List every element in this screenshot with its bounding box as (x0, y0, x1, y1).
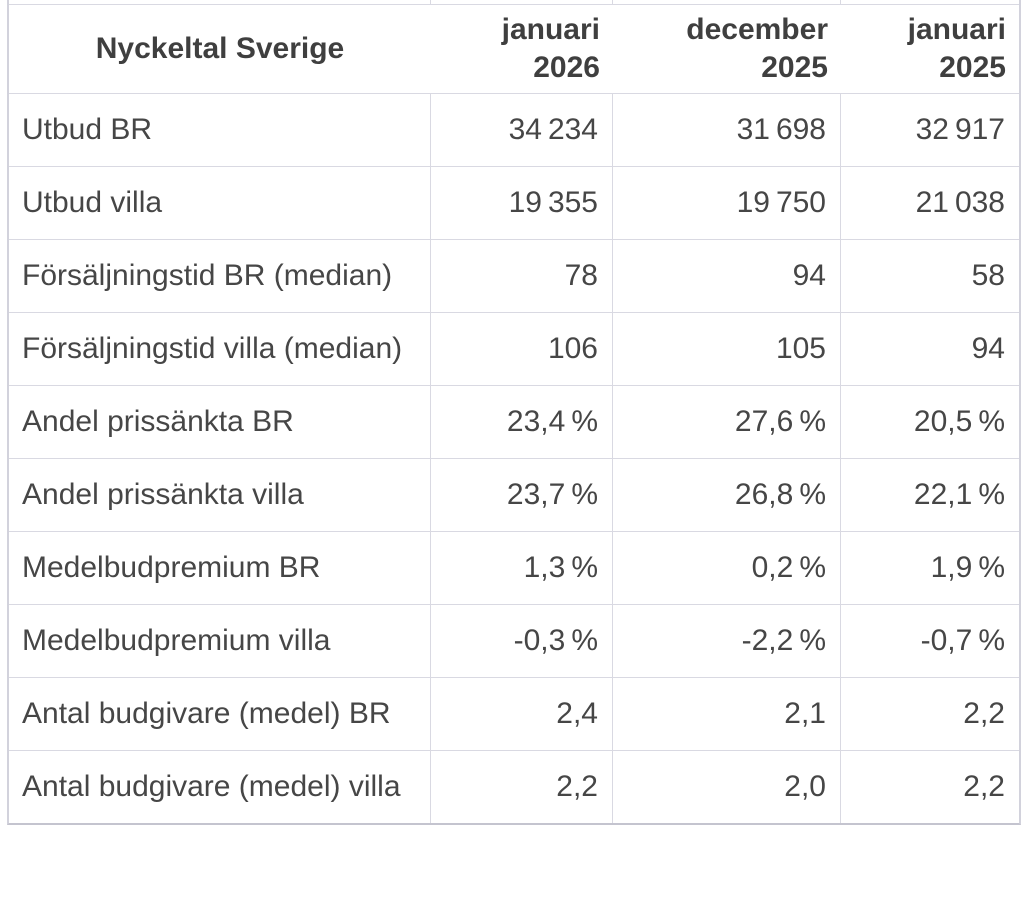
table-title: Nyckeltal Sverige (9, 5, 431, 94)
metric-value: 32 917 (841, 94, 1019, 167)
metric-value: 105 (613, 313, 841, 386)
table-row: Utbud villa 19 355 19 750 21 038 (9, 167, 1019, 240)
column-header-month: januari (907, 13, 1006, 46)
row-label: Antal budgivare (medel) BR (9, 678, 431, 751)
metric-value: 0,2 % (613, 532, 841, 605)
table-row: Antal budgivare (medel) villa 2,2 2,0 2,… (9, 751, 1019, 823)
metric-value: 20,5 % (841, 386, 1019, 459)
cropped-cell (613, 0, 841, 5)
metric-value: 19 750 (613, 167, 841, 240)
row-label: Försäljningstid villa (median) (9, 313, 431, 386)
column-header-month: december (686, 13, 828, 46)
column-header-year: 2025 (939, 51, 1006, 84)
metric-value: 106 (431, 313, 613, 386)
metric-value: 2,0 (613, 751, 841, 823)
cropped-cell (9, 0, 431, 5)
cropped-cell (841, 0, 1019, 5)
table-row: Försäljningstid villa (median) 106 105 9… (9, 313, 1019, 386)
metric-value: 19 355 (431, 167, 613, 240)
metric-value: 22,1 % (841, 459, 1019, 532)
metric-value: 94 (841, 313, 1019, 386)
metric-value: 27,6 % (613, 386, 841, 459)
metric-value: 26,8 % (613, 459, 841, 532)
row-label: Utbud villa (9, 167, 431, 240)
metric-value: 23,4 % (431, 386, 613, 459)
row-label: Medelbudpremium villa (9, 605, 431, 678)
table-row: Antal budgivare (medel) BR 2,4 2,1 2,2 (9, 678, 1019, 751)
metric-value: 23,7 % (431, 459, 613, 532)
row-label: Andel prissänkta villa (9, 459, 431, 532)
cropped-previous-row (9, 0, 1019, 5)
table-row: Medelbudpremium villa -0,3 % -2,2 % -0,7… (9, 605, 1019, 678)
column-header-december-2025: december 2025 (613, 5, 841, 94)
table-row: Utbud BR 34 234 31 698 32 917 (9, 94, 1019, 167)
metric-value: 2,1 (613, 678, 841, 751)
column-header-month: januari (501, 13, 600, 46)
metric-value: 78 (431, 240, 613, 313)
row-label: Utbud BR (9, 94, 431, 167)
row-label: Medelbudpremium BR (9, 532, 431, 605)
metric-value: 21 038 (841, 167, 1019, 240)
table-row: Andel prissänkta villa 23,7 % 26,8 % 22,… (9, 459, 1019, 532)
column-header-year: 2025 (761, 51, 828, 84)
column-header-januari-2026: januari 2026 (431, 5, 613, 94)
metric-value: 1,9 % (841, 532, 1019, 605)
header-row: Nyckeltal Sverige januari 2026 december … (9, 5, 1019, 94)
table-row: Försäljningstid BR (median) 78 94 58 (9, 240, 1019, 313)
metric-value: 2,2 (431, 751, 613, 823)
table-row: Andel prissänkta BR 23,4 % 27,6 % 20,5 % (9, 386, 1019, 459)
metric-value: 2,4 (431, 678, 613, 751)
table-row: Medelbudpremium BR 1,3 % 0,2 % 1,9 % (9, 532, 1019, 605)
metric-value: 31 698 (613, 94, 841, 167)
cropped-cell (431, 0, 613, 5)
row-label: Andel prissänkta BR (9, 386, 431, 459)
metric-value: -0,7 % (841, 605, 1019, 678)
metric-value: 34 234 (431, 94, 613, 167)
column-header-januari-2025: januari 2025 (841, 5, 1019, 94)
metric-value: 1,3 % (431, 532, 613, 605)
metric-value: 94 (613, 240, 841, 313)
metric-value: 2,2 (841, 678, 1019, 751)
metric-value: 2,2 (963, 770, 1005, 803)
row-label: Antal budgivare (medel) villa (9, 751, 431, 823)
row-label: Försäljningstid BR (median) (9, 240, 431, 313)
column-header-year: 2026 (533, 51, 600, 84)
metric-value: -2,2 % (613, 605, 841, 678)
metric-value: -0,3 % (431, 605, 613, 678)
metric-value: 58 (841, 240, 1019, 313)
key-figures-table: Nyckeltal Sverige januari 2026 december … (7, 0, 1021, 825)
